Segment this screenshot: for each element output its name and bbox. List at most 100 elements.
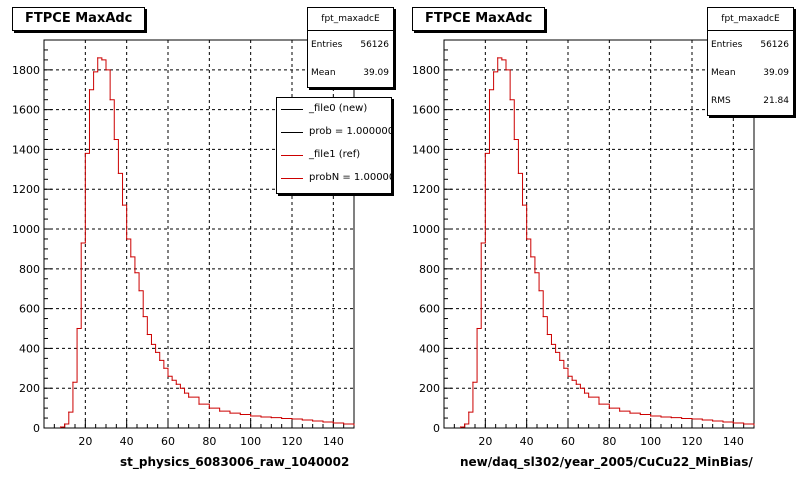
histogram-series-line (60, 57, 355, 428)
histogram-bin-point (142, 315, 144, 318)
histogram-bin-point (701, 419, 703, 421)
histogram-bin-point (575, 383, 577, 385)
histogram-bin-point (464, 423, 466, 425)
y-tick-label: 1600 (412, 104, 440, 117)
legend-entry: _file1 (ref) (277, 144, 391, 167)
x-tick-label: 100 (240, 435, 261, 448)
y-tick-label: 0 (433, 422, 440, 435)
histogram-bin-point (59, 426, 62, 428)
histogram-bin-point (301, 419, 303, 421)
y-tick-label: 1200 (412, 183, 440, 196)
stats-box[interactable]: fpt_maxadcE Entries 56126 Mean 39.09 RMS… (707, 7, 794, 116)
x-tick-label: 100 (640, 435, 661, 448)
histogram-bin-point (322, 421, 324, 423)
stats-row-mean: Mean 39.09 (708, 59, 793, 87)
stats-value: 56126 (360, 40, 389, 50)
histogram-bin-point (542, 315, 544, 318)
histogram-bin-point (130, 256, 132, 258)
y-tick-label: 1000 (12, 223, 40, 236)
x-tick-label: 120 (682, 435, 703, 448)
histogram-bin-point (468, 411, 470, 413)
stats-value: 56126 (760, 40, 789, 50)
stats-label: Entries (711, 40, 743, 50)
histogram-bin-point (343, 423, 345, 425)
y-tick-label: 1200 (12, 183, 40, 196)
legend-entry: prob = 1.000000 (277, 121, 391, 144)
histogram-bin-point (488, 89, 491, 91)
stats-label: Mean (311, 68, 336, 78)
histogram-bin-point (563, 367, 565, 369)
histogram-bin-point (530, 256, 532, 258)
x-tick-label: 80 (602, 435, 616, 448)
legend-box[interactable]: _file0 (new) prob = 1.000000 _file1 (ref… (276, 97, 392, 194)
histogram-bin-point (171, 379, 173, 381)
stats-value: 21.84 (763, 96, 789, 106)
y-tick-label: 1000 (412, 223, 440, 236)
histogram-bin-point (681, 417, 683, 420)
plot-title: FTPCE MaxAdc (12, 7, 146, 31)
histogram-bin-point (629, 412, 631, 414)
histogram-bin-point (517, 172, 519, 174)
histogram-bin-point (208, 407, 210, 409)
histogram-bin-point (660, 416, 662, 418)
histogram-bin-point (753, 424, 755, 426)
histogram-bin-point (472, 381, 474, 383)
histogram-bin-point (188, 396, 190, 398)
legend-line-icon (281, 132, 303, 133)
histogram-bin-point (260, 416, 262, 418)
y-tick-label: 1400 (412, 143, 440, 156)
histogram-bin-point (138, 290, 140, 292)
histogram-bin-point (743, 423, 745, 425)
histogram-bin-point (281, 417, 283, 420)
histogram-bin-point (555, 351, 557, 353)
histogram-bin-point (121, 204, 124, 206)
x-tick-label: 80 (202, 435, 216, 448)
histogram-bin-point (639, 413, 641, 416)
x-axis-title: st_physics_6083006_raw_1040002 (120, 455, 350, 469)
histogram-bin-point (291, 418, 293, 420)
y-tick-label: 1400 (12, 143, 40, 156)
legend-label: probN = 1.000000 (309, 172, 391, 183)
y-tick-label: 800 (419, 263, 440, 276)
histogram-bin-point (167, 375, 169, 377)
stats-label: Entries (311, 40, 343, 50)
histogram-bin-point (76, 327, 78, 330)
legend-line-icon (281, 109, 303, 110)
histogram-bin-point (588, 396, 590, 398)
histogram-bin-point (670, 417, 672, 419)
histogram-bin-point (691, 418, 693, 420)
legend-line-icon (281, 155, 303, 156)
histogram-bin-point (650, 415, 652, 417)
y-tick-label: 800 (19, 263, 40, 276)
histogram-bin-point (64, 423, 66, 425)
histogram-bin-point (501, 59, 503, 61)
histogram-bin-point (219, 410, 221, 412)
histogram-bin-point (109, 99, 111, 101)
histogram-bin-point (598, 403, 600, 405)
histogram-bin-point (353, 424, 355, 426)
histogram-bin-point (229, 412, 231, 414)
x-tick-label: 20 (78, 435, 92, 448)
right-histogram-plot: 200 400 600 800 1000 1200 1400 1600 1800 0 20 40 60 8… (412, 39, 755, 448)
histogram-bin-point (150, 343, 153, 346)
histogram-bin-point (159, 359, 161, 361)
histogram-bin-point (332, 422, 334, 424)
legend-line-icon (281, 178, 303, 179)
histogram-bin-point (521, 204, 524, 206)
stats-label: RMS (711, 96, 731, 106)
histogram-bin-point (505, 69, 507, 71)
stats-row-entries: Entries 56126 (708, 31, 793, 59)
y-tick-label: 200 (419, 382, 440, 395)
histogram-bin-point (550, 343, 553, 346)
histogram-bin-point (583, 392, 586, 394)
y-tick-label: 1600 (12, 104, 40, 117)
stats-value: 39.09 (763, 68, 789, 78)
histogram-bin-point (68, 411, 70, 413)
y-tick-label: 600 (419, 303, 440, 316)
legend-label: _file0 (new) (309, 103, 368, 114)
stats-box[interactable]: fpt_maxadcE Entries 56126 Mean 39.09 (307, 7, 394, 88)
stats-row-mean: Mean 39.09 (308, 59, 393, 87)
y-tick-label: 1800 (412, 64, 440, 77)
legend-label: _file1 (ref) (309, 149, 361, 160)
